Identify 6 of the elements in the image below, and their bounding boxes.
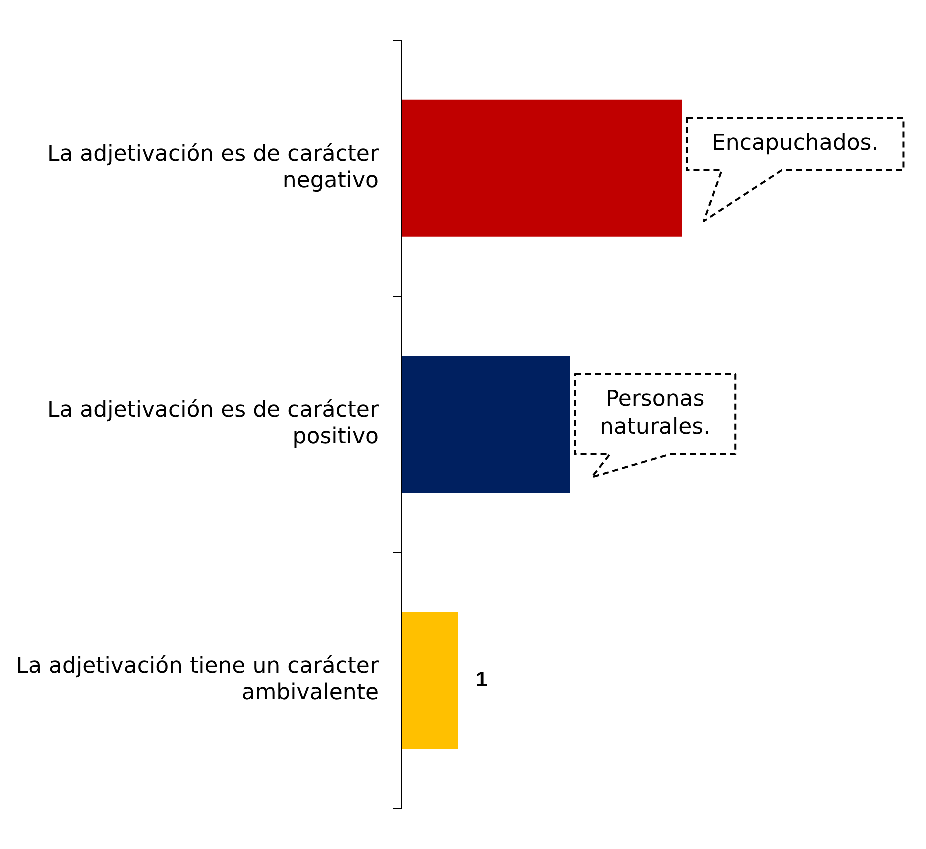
y-tick-label: La adjetivación es de carácter positivo: [47, 398, 380, 450]
annotation: Encapuchados.: [712, 131, 879, 156]
data-label: 1: [476, 668, 488, 692]
annotation: Personas naturales.: [600, 387, 711, 440]
y-tick-label: La adjetivación tiene un carácter ambivalente: [16, 654, 380, 706]
y-tick-label: La adjetivación es de carácter negativo: [47, 142, 380, 194]
